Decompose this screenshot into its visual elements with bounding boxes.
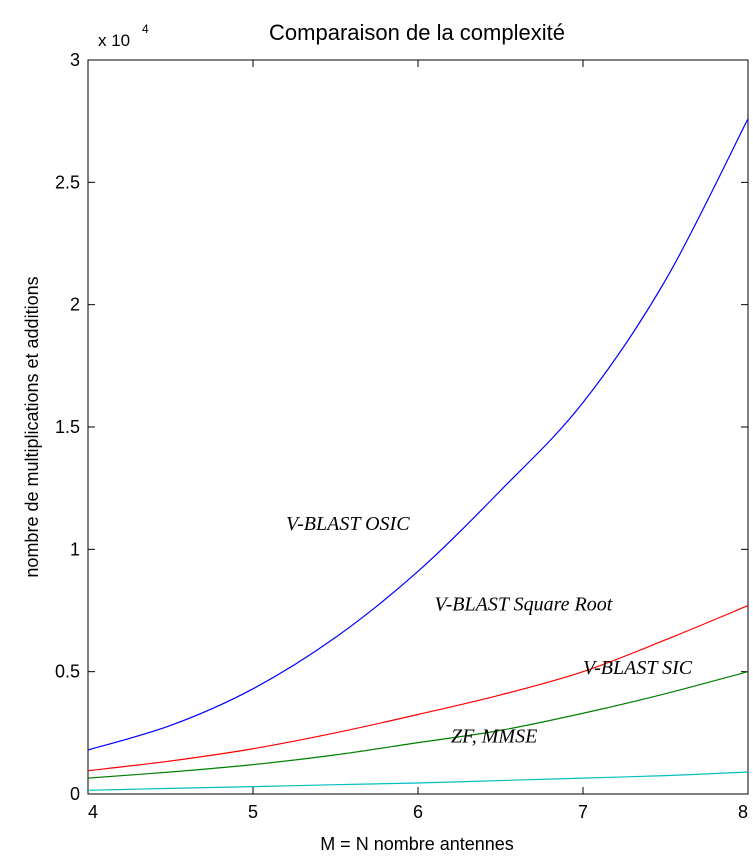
series-lines bbox=[87, 118, 749, 791]
chart-title: Comparaison de la complexité bbox=[269, 20, 565, 45]
series-line-v-blast-square-root bbox=[87, 605, 749, 772]
x-tick-label: 5 bbox=[248, 802, 258, 822]
x-tick-label: 4 bbox=[88, 802, 98, 822]
series-label: V-BLAST Square Root bbox=[435, 594, 613, 616]
x-axis-label: M = N nombre antennes bbox=[320, 834, 514, 854]
series-label: V-BLAST OSIC bbox=[286, 513, 410, 535]
y-axis-label: nombre de multiplications et additions bbox=[22, 276, 42, 577]
y-multiplier-exponent: 4 bbox=[142, 22, 149, 36]
plot-area bbox=[87, 59, 749, 795]
y-multiplier-base: x 10 bbox=[98, 31, 130, 50]
x-axis: 4 5 6 7 8 bbox=[87, 60, 749, 822]
y-tick-label: 1.5 bbox=[55, 417, 80, 437]
series-line-v-blast-osic bbox=[87, 118, 749, 751]
series-labels: V-BLAST OSIC V-BLAST Square Root V-BLAST S… bbox=[286, 513, 693, 748]
y-tick-label: 3 bbox=[70, 50, 80, 70]
series-label: ZF, MMSE bbox=[451, 726, 537, 748]
x-tick-label: 6 bbox=[413, 802, 423, 822]
y-multiplier: x 10 4 bbox=[98, 22, 149, 50]
y-tick-label: 1 bbox=[70, 539, 80, 559]
y-tick-label: 0.5 bbox=[55, 662, 80, 682]
series-label: V-BLAST SIC bbox=[583, 657, 693, 679]
y-axis: 0 0.5 1 1.5 2 2.5 3 bbox=[55, 50, 748, 804]
x-tick-label: 8 bbox=[738, 802, 748, 822]
series-line-v-blast-sic bbox=[87, 671, 749, 779]
series-line-zf-mmse bbox=[87, 771, 749, 791]
y-tick-label: 2.5 bbox=[55, 172, 80, 192]
y-tick-label: 0 bbox=[70, 784, 80, 804]
x-tick-label: 7 bbox=[578, 802, 588, 822]
y-tick-label: 2 bbox=[70, 295, 80, 315]
